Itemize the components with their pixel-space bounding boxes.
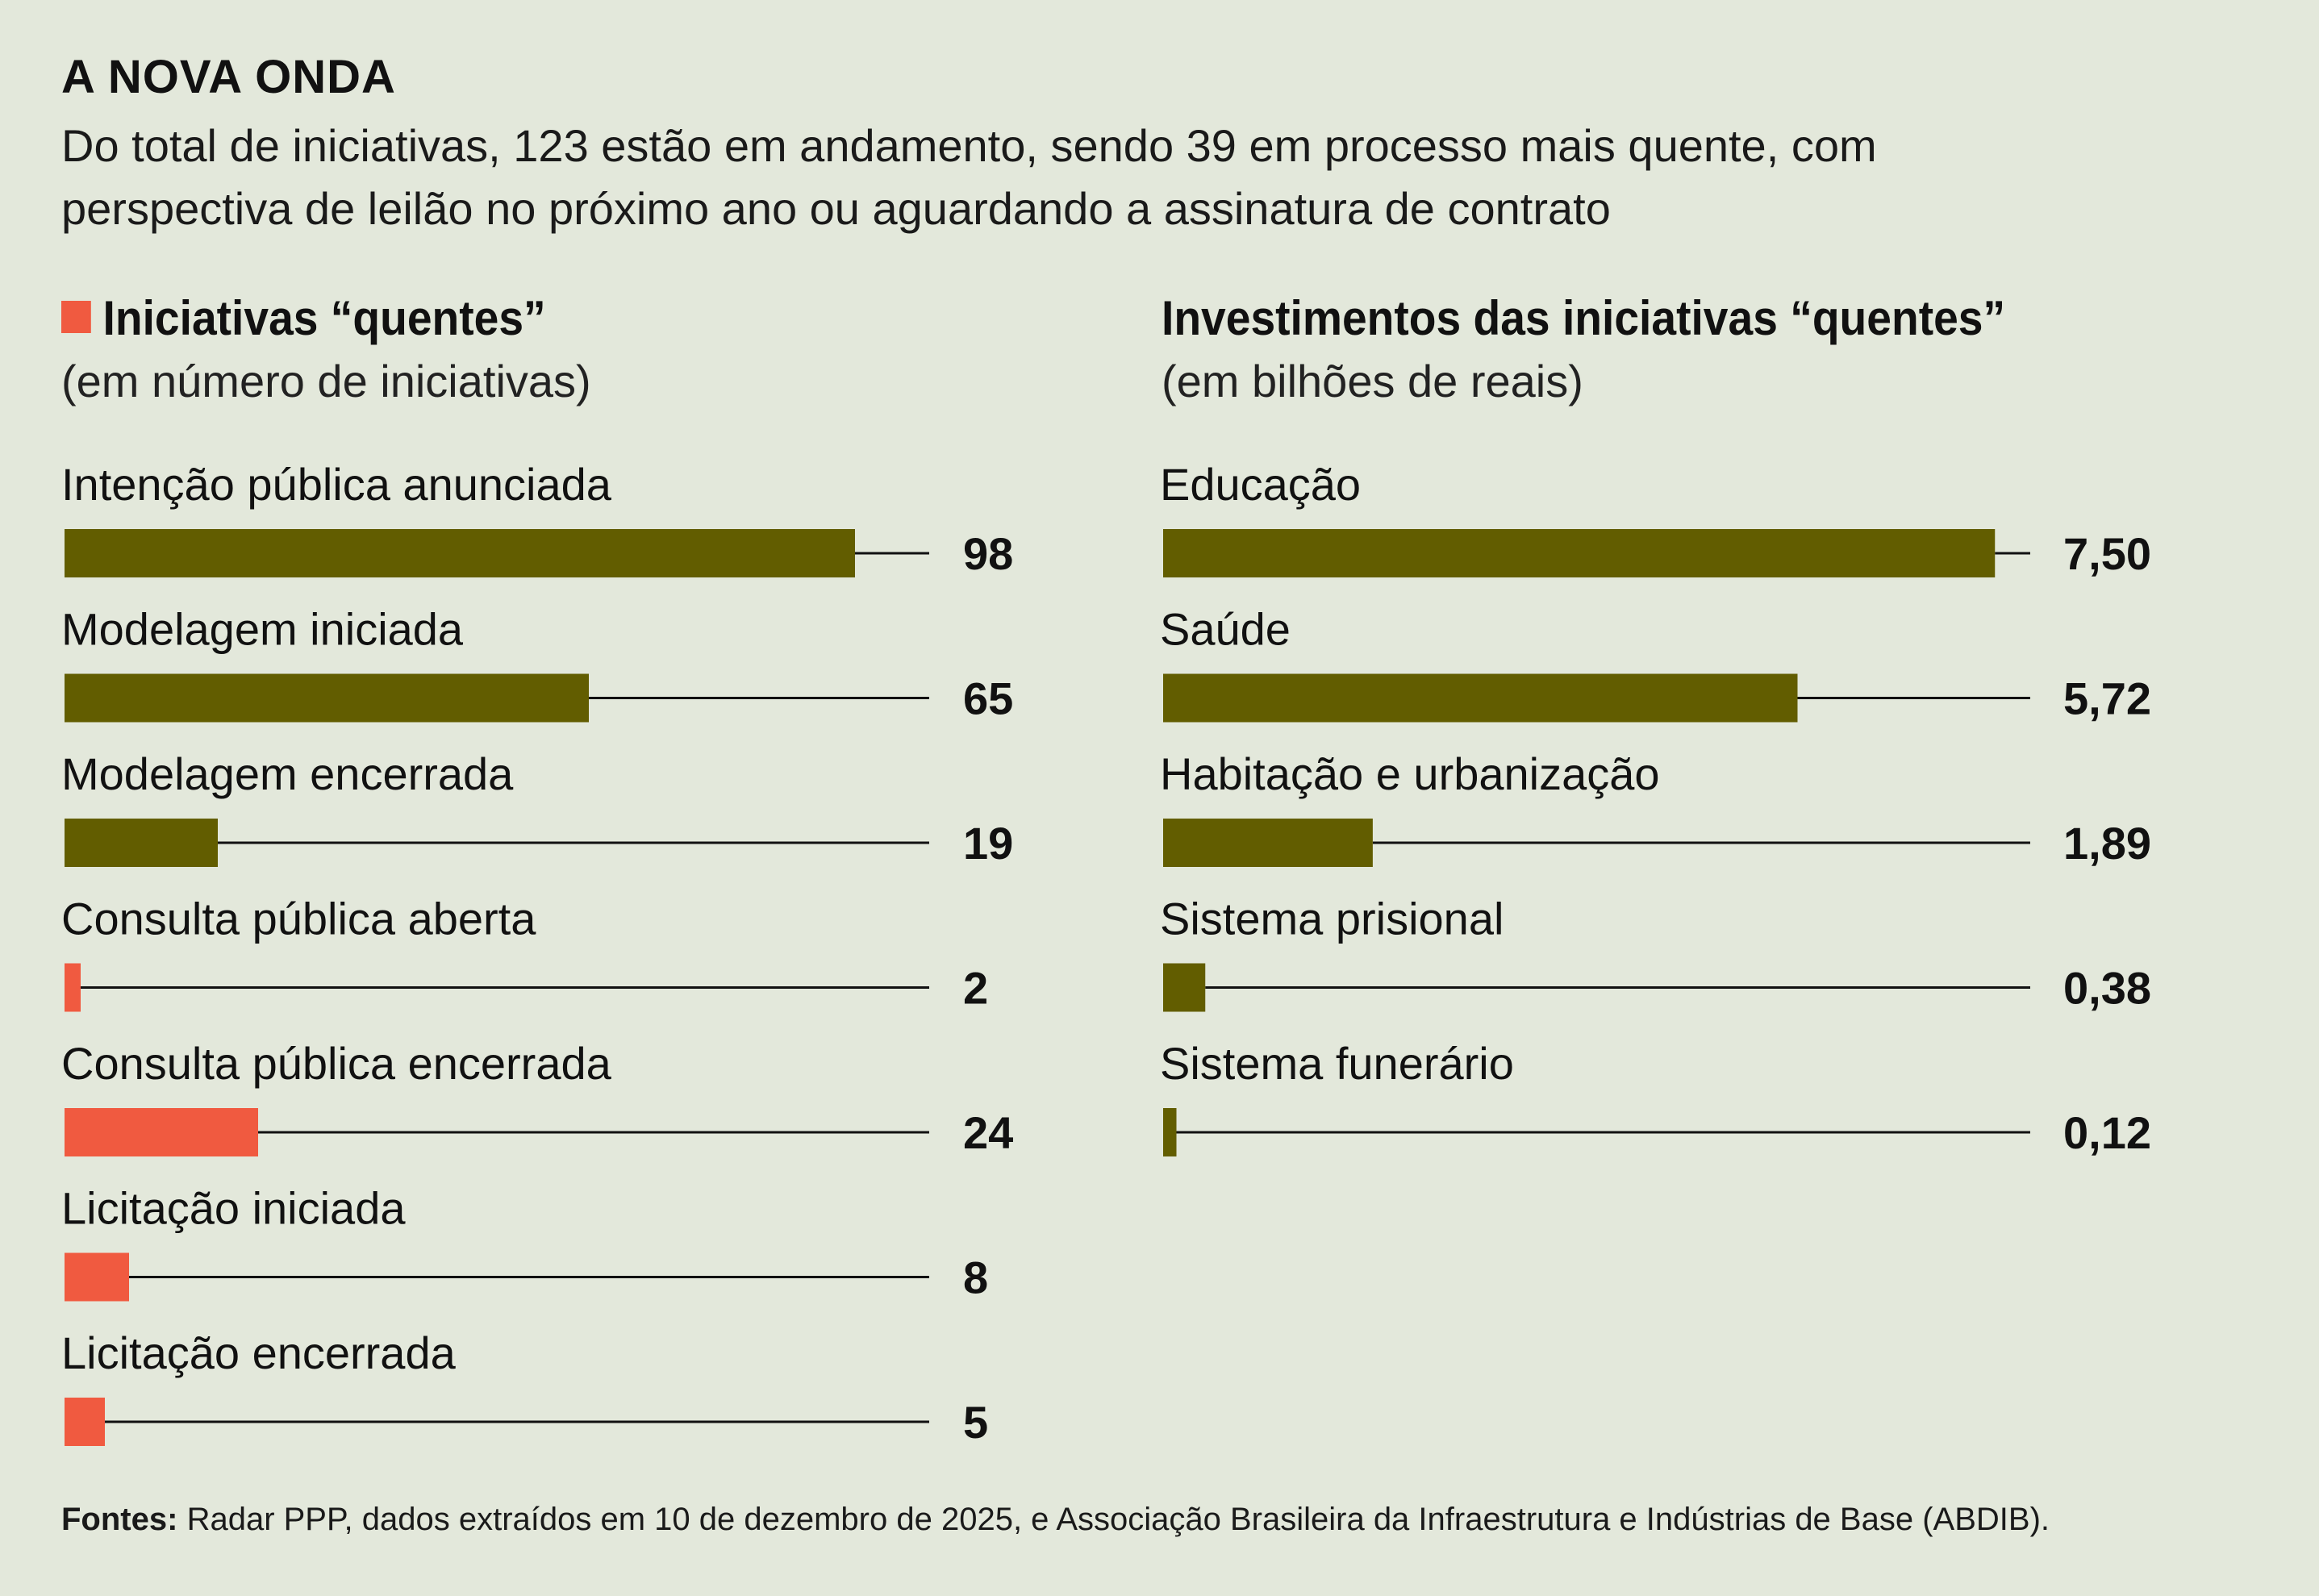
right-panel-subtitle: (em bilhões de reais) [1162,356,1583,406]
bar [65,673,589,723]
category-label: Saúde [1160,604,1291,655]
category-label: Modelagem encerrada [61,748,514,799]
value-label: 5 [963,1397,988,1448]
chart-title: A NOVA ONDA [61,51,396,103]
bar [1163,963,1206,1012]
value-label: 24 [963,1107,1013,1158]
left-panel-subtitle: (em número de iniciativas) [61,356,591,406]
category-label: Consulta pública aberta [61,894,536,944]
value-label: 98 [963,528,1013,579]
value-label: 7,50 [2063,528,2151,579]
legend-square-icon [61,301,91,334]
value-label: 19 [963,818,1013,869]
bar-charts: Intenção pública anunciada 98 Modelagem in… [61,459,2151,1448]
category-label: Licitação encerrada [61,1327,457,1378]
value-label: 1,89 [2063,818,2151,869]
category-label: Consulta pública encerrada [61,1038,612,1089]
bar [65,963,81,1012]
left-panel-title: Iniciativas “quentes” [61,290,546,346]
bar [65,1252,129,1302]
value-label: 2 [963,963,988,1014]
value-label: 0,38 [2063,963,2151,1014]
category-label: Educação [1160,459,1361,510]
bar [65,1108,258,1156]
source-footer: Fontes: Radar PPP, dados extraídos em 10… [61,1502,2050,1538]
category-label: Sistema prisional [1160,894,1504,944]
source-text: Radar PPP, dados extraídos em 10 de deze… [186,1502,2050,1537]
category-label: Modelagem iniciada [61,604,464,655]
chart-subtitle: Do total de iniciativas, 123 estão em an… [61,120,1877,234]
category-label: Habitação e urbanização [1160,748,1660,799]
category-label: Licitação iniciada [61,1183,406,1234]
value-label: 65 [963,673,1013,724]
bar [1163,1108,1177,1156]
value-label: 0,12 [2063,1107,2151,1158]
category-label: Sistema funerário [1160,1038,1514,1089]
bar [65,819,218,867]
bar [1163,529,1996,577]
bar [65,529,855,577]
value-label: 8 [963,1252,988,1303]
bar [65,1398,105,1446]
right-panel-title: Investimentos das iniciativas “quentes” [1162,291,2006,345]
value-label: 5,72 [2063,673,2151,724]
bar [1163,819,1373,867]
left-panel-title-text: Iniciativas “quentes” [102,291,546,345]
source-label: Fontes: [61,1502,178,1537]
bar [1163,673,1798,723]
category-label: Intenção pública anunciada [61,459,612,510]
